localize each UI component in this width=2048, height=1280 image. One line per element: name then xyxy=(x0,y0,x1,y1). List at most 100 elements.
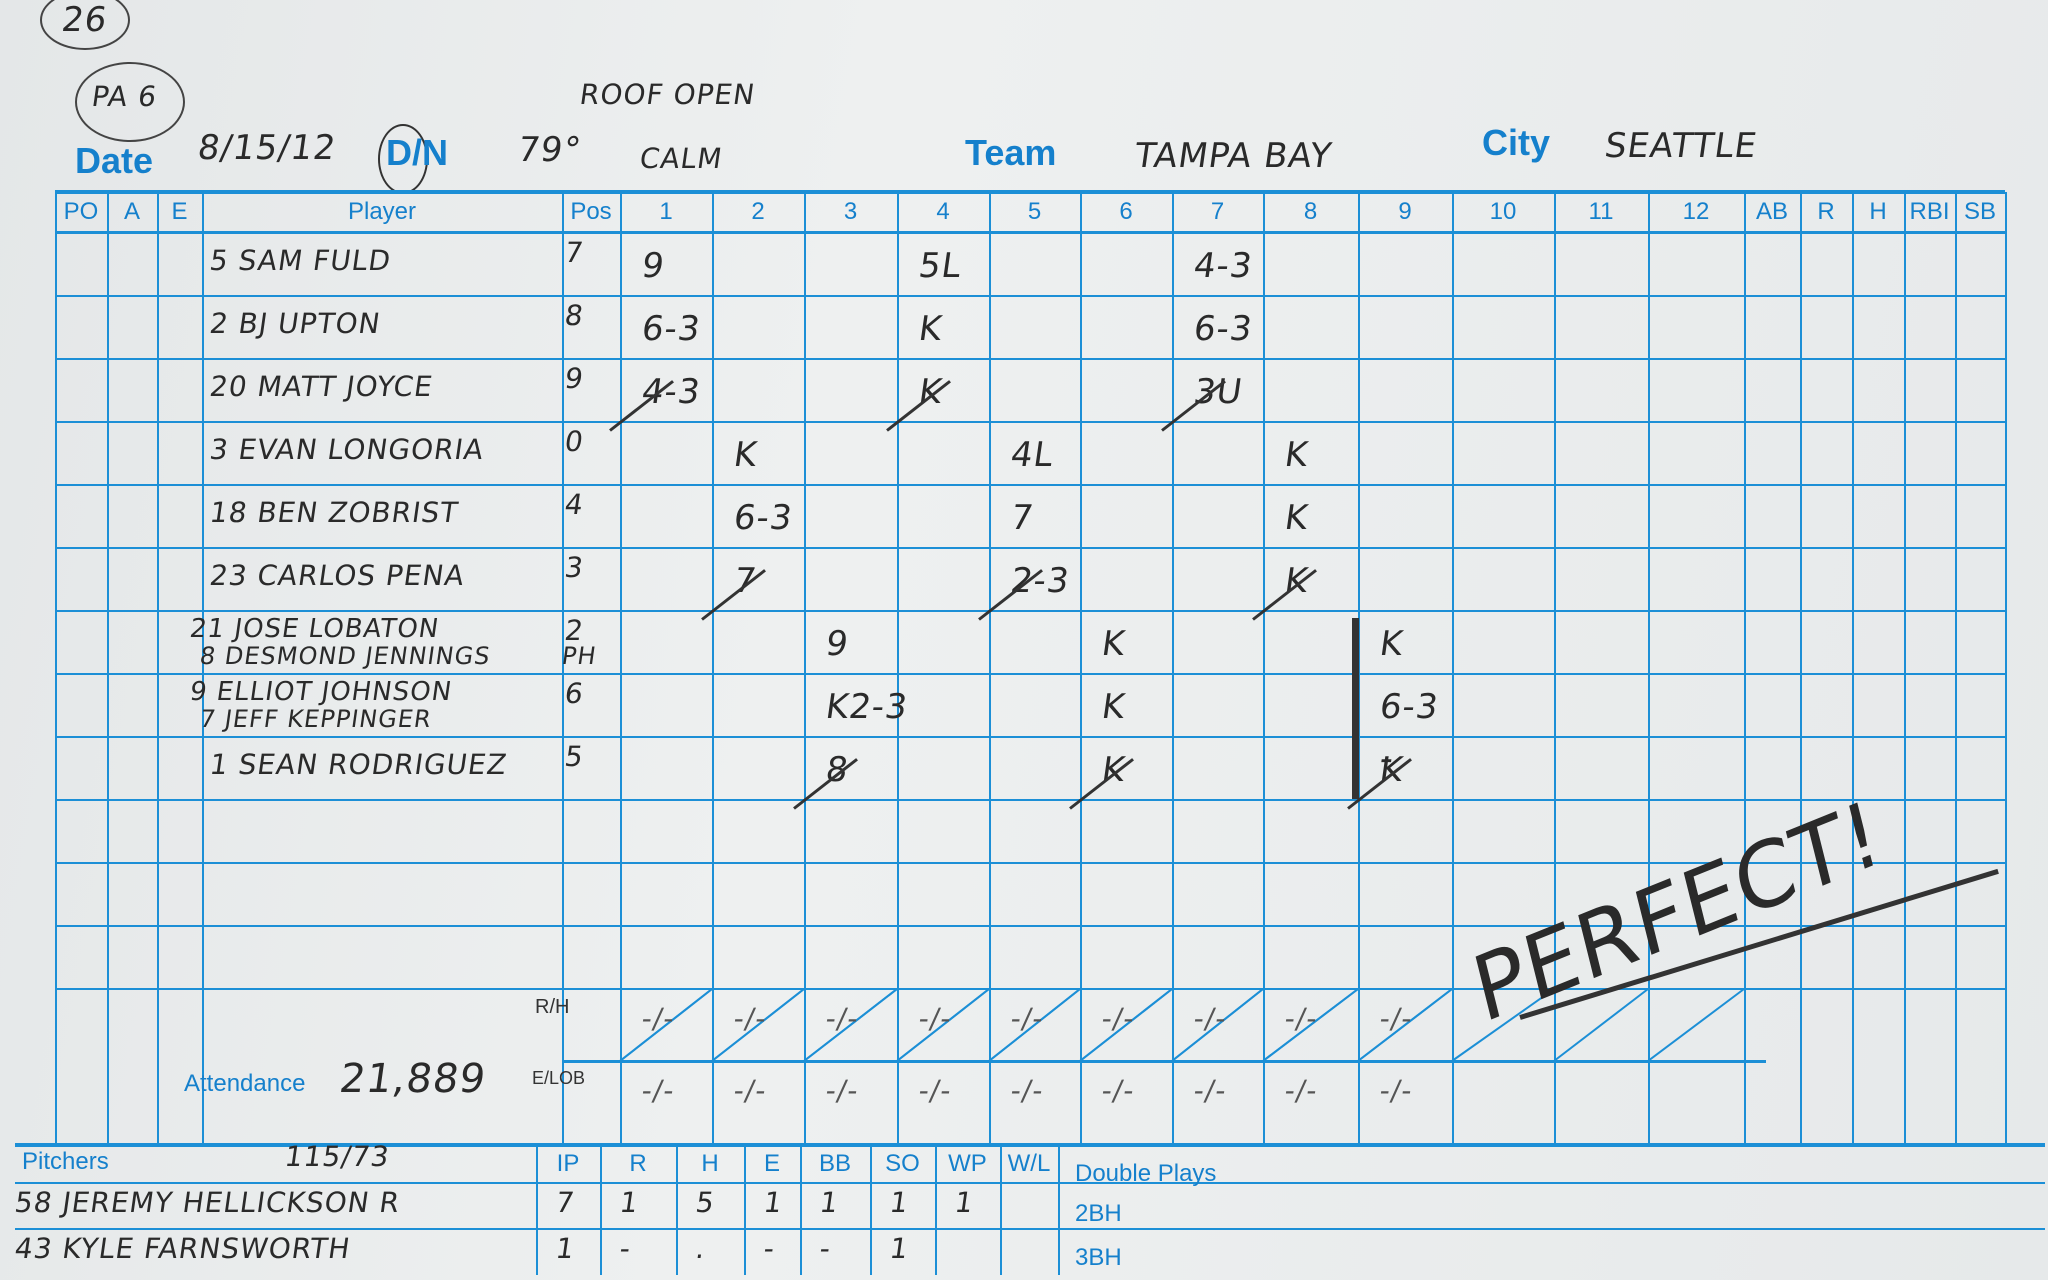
row-line xyxy=(55,862,2005,864)
col-header-inning: 3 xyxy=(843,198,858,225)
pitcher-stat: 1 xyxy=(553,1232,578,1265)
play-result: 6-3 xyxy=(639,309,704,349)
pitcher-col-header: H xyxy=(701,1150,719,1177)
player-name: 9 ELLIOT JOHNSON xyxy=(187,677,455,707)
row-line xyxy=(55,610,2005,612)
col-header-inning: 10 xyxy=(1489,198,1517,225)
position: 5 xyxy=(562,740,587,773)
pinch-hit-bar xyxy=(1352,618,1359,799)
pitcher-col-line xyxy=(600,1143,602,1275)
player-name: 1 SEAN RODRIGUEZ xyxy=(207,748,510,781)
perfect-annotation: PERFECT! xyxy=(1463,779,1892,1044)
pitcher-name: 58 JEREMY HELLICKSON R xyxy=(12,1186,403,1219)
pa-circle xyxy=(75,62,185,142)
pitchers-label: Pitchers xyxy=(22,1148,109,1175)
play-result: K xyxy=(1282,498,1312,538)
row-line xyxy=(55,421,2005,423)
doubles-label: 2BH xyxy=(1075,1200,1122,1227)
day-night: D/N xyxy=(386,132,448,173)
play-result: 9 xyxy=(639,246,668,286)
errors-lob: -/- xyxy=(1008,1074,1046,1107)
col-header-inning: 6 xyxy=(1119,198,1133,225)
pitcher-col-header: W/L xyxy=(1007,1150,1051,1177)
pitcher-col-line xyxy=(870,1143,872,1275)
runs-hits: -/- xyxy=(731,1002,769,1035)
pitcher-stat: 1 xyxy=(952,1186,977,1219)
pitcher-stat: 1 xyxy=(817,1186,842,1219)
row-line xyxy=(55,988,2005,990)
errors-lob: -/- xyxy=(1191,1074,1229,1107)
pitcher-stat: 1 xyxy=(617,1186,642,1219)
play-result: K xyxy=(1099,624,1129,664)
play-result: K xyxy=(1377,624,1407,664)
attendance-value: 21,889 xyxy=(336,1056,490,1102)
col-header-a: A xyxy=(123,198,140,225)
team-label: Team xyxy=(965,132,1057,173)
position: 7 xyxy=(562,236,587,269)
play-result: K xyxy=(1099,687,1129,727)
pitcher-row-line xyxy=(15,1182,2045,1184)
pitcher-col-line xyxy=(676,1143,678,1275)
col-header-inning: 5 xyxy=(1027,198,1042,225)
city-label: City xyxy=(1482,122,1551,163)
pitcher-stat: - xyxy=(761,1232,778,1265)
pitcher-stat: 7 xyxy=(553,1186,578,1219)
col-line xyxy=(712,192,714,1143)
pitcher-stat: 1 xyxy=(761,1186,786,1219)
col-line xyxy=(1955,192,1957,1143)
runs-hits: -/- xyxy=(1008,1002,1046,1035)
play-result: 9 xyxy=(823,624,852,664)
errors-lob: -/- xyxy=(731,1074,769,1107)
col-line xyxy=(1852,192,1854,1143)
col-line xyxy=(1452,192,1454,1143)
play-result: 7 xyxy=(1008,498,1037,538)
col-header-po: PO xyxy=(63,198,99,225)
col-line xyxy=(202,192,204,1143)
col-line xyxy=(989,192,991,1143)
page-number-circle xyxy=(40,0,130,50)
errors-lob: -/- xyxy=(823,1074,861,1107)
runs-hits: -/- xyxy=(639,1002,677,1035)
position: 4 xyxy=(562,488,587,521)
pitcher-stat: 1 xyxy=(887,1232,912,1265)
col-header-inning: 9 xyxy=(1398,198,1412,225)
grid-top xyxy=(55,190,2005,194)
errors-lob: -/- xyxy=(1282,1074,1320,1107)
play-result: 4-3 xyxy=(1191,246,1256,286)
sub-player-name: 8 DESMOND JENNINGS xyxy=(198,642,493,670)
errors-lob: -/- xyxy=(916,1074,954,1107)
play-result: K xyxy=(731,435,761,475)
player-name: 18 BEN ZOBRIST xyxy=(207,496,461,529)
pitcher-col-line xyxy=(1000,1143,1002,1275)
col-line xyxy=(55,192,57,1143)
runs-hits: -/- xyxy=(916,1002,954,1035)
sub-player-name: 7 JEFF KEPPINGER xyxy=(198,705,434,733)
col-line xyxy=(107,192,109,1143)
col-line xyxy=(1800,192,1802,1143)
pitcher-stat: 1 xyxy=(887,1186,912,1219)
col-line xyxy=(2005,192,2007,1143)
col-header-inning: 4 xyxy=(936,198,950,225)
col-header-r: R xyxy=(1817,198,1835,225)
date-value: 8/15/12 xyxy=(195,128,339,168)
col-line xyxy=(1358,192,1360,1143)
pitchers-top xyxy=(15,1143,2045,1147)
play-result: 6-3 xyxy=(1377,687,1442,727)
col-header-h: H xyxy=(1869,198,1887,225)
pitcher-col-line xyxy=(935,1143,937,1275)
col-header-sb: SB xyxy=(1963,198,1996,225)
rh-label: R/H xyxy=(535,996,570,1018)
play-result: 5L xyxy=(916,246,965,286)
city-value: SEATTLE xyxy=(1602,126,1760,166)
row-line xyxy=(55,358,2005,360)
pitcher-stat: - xyxy=(617,1232,634,1265)
runs-hits: -/- xyxy=(823,1002,861,1035)
player-name: 3 EVAN LONGORIA xyxy=(207,433,487,466)
pitcher-stat: 5 xyxy=(693,1186,718,1219)
col-line xyxy=(1904,192,1906,1143)
elob-label: E/LOB xyxy=(532,1068,586,1088)
col-line xyxy=(620,192,622,1143)
pitcher-col-header: E xyxy=(763,1150,780,1177)
col-header-e: E xyxy=(171,198,188,225)
